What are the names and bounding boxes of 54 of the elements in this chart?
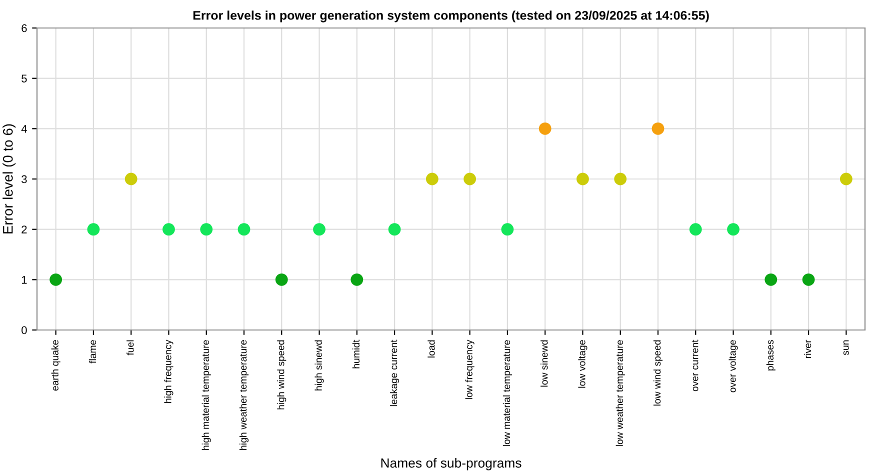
y-tick-label: 2 — [22, 226, 27, 234]
point — [538, 122, 552, 135]
x-tick-label: low frequency — [465, 340, 474, 400]
x-tick-label: high frequency — [164, 340, 174, 403]
x-tick-label: earth quake — [51, 340, 60, 391]
point — [162, 223, 175, 236]
y-tick-label: 0 — [22, 326, 27, 334]
point — [50, 273, 62, 286]
x-tick-label: river — [804, 340, 812, 358]
x-tick-label: phases — [766, 340, 776, 370]
chart-title: Error levels in power generation system components (tested on 23/09/2025 at 14:06:55) — [193, 10, 709, 22]
x-tick-label: low wind speed — [653, 340, 663, 406]
point — [576, 172, 589, 186]
x-tick-label: low material temperature — [502, 340, 512, 446]
x-tick-label: high sinewd — [314, 340, 324, 390]
point — [275, 273, 288, 286]
x-tick-label: flame — [88, 340, 96, 364]
point — [614, 172, 627, 186]
point — [727, 223, 740, 236]
x-tick-label: over voltage — [728, 340, 738, 392]
x-tick-label: sun — [843, 340, 849, 356]
y-tick-label: 6 — [22, 24, 27, 32]
x-tick-label: fuel — [126, 340, 134, 356]
point — [87, 223, 100, 236]
point — [238, 223, 250, 236]
x-tick-label: leakage current — [390, 340, 400, 406]
x-tick-label: high weather temperature — [239, 340, 249, 450]
x-tick-label: humidt — [352, 340, 360, 368]
point — [840, 172, 852, 186]
x-axis-title: Names of sub-programs — [381, 458, 522, 470]
x-tick-label: load — [428, 340, 435, 358]
x-tick-label: low sinewd — [540, 340, 548, 387]
x-tick-label: high material temperature — [202, 340, 211, 450]
point — [426, 172, 438, 186]
x-tick-label: low voltage — [578, 340, 588, 388]
x-tick-label: high wind speed — [277, 340, 286, 410]
point — [313, 223, 326, 236]
y-tick-label: 1 — [22, 276, 27, 284]
point — [501, 223, 514, 236]
x-tick-label: over current — [692, 340, 698, 392]
y-tick-label: 5 — [22, 74, 27, 82]
y-tick-label: 3 — [22, 175, 27, 184]
point — [652, 122, 664, 135]
point — [350, 273, 364, 286]
point — [464, 172, 476, 186]
point — [200, 223, 213, 236]
point — [802, 273, 815, 286]
x-tick-label: low weather temperature — [616, 340, 625, 446]
point — [388, 223, 401, 236]
point — [689, 223, 702, 236]
y-tick-label: 4 — [21, 125, 27, 133]
y-axis-title: Error level (0 to 6) — [2, 124, 16, 234]
point — [764, 273, 778, 286]
point — [124, 172, 138, 186]
